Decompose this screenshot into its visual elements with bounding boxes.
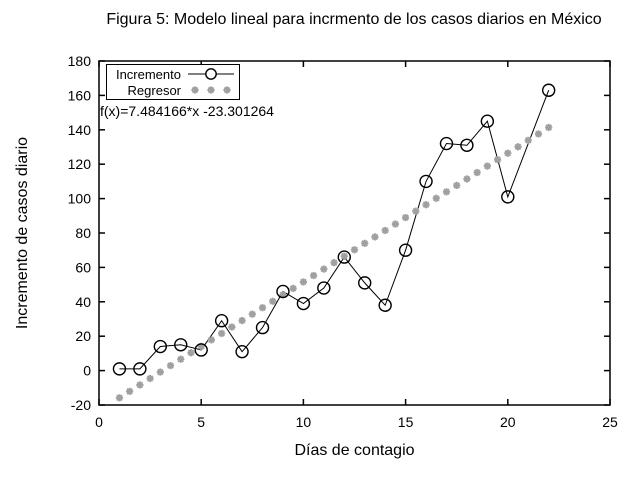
data-point-circle xyxy=(174,338,188,352)
y-tick-label: 80 xyxy=(75,225,91,241)
line-point-marker-icon xyxy=(188,68,234,80)
y-tick-label: 180 xyxy=(68,53,92,69)
legend-box: Incremento Regresor xyxy=(106,64,240,100)
incremento-points xyxy=(112,83,556,376)
data-point-circle xyxy=(541,83,556,97)
data-point-circle xyxy=(235,344,249,359)
y-tick-label: 100 xyxy=(68,191,92,207)
data-point-circle xyxy=(214,314,229,328)
x-axis-label: Días de contagio xyxy=(294,442,415,459)
y-tick-label: 20 xyxy=(75,328,91,344)
y-tick-label: 160 xyxy=(68,87,92,103)
chart-title: Figura 5: Modelo lineal para incrmento d… xyxy=(106,11,602,28)
data-point-circle xyxy=(194,343,208,357)
x-tick-label: 5 xyxy=(197,414,205,430)
data-point-circle xyxy=(480,114,495,128)
data-point-circle xyxy=(255,320,270,335)
data-point-circle xyxy=(296,296,311,311)
data-point-circle xyxy=(337,250,351,264)
data-point-circle xyxy=(419,174,433,189)
legend-item-incremento: Incremento xyxy=(107,66,239,82)
asterisk-marker-icon xyxy=(191,86,231,94)
y-tick-label: 0 xyxy=(83,363,91,379)
data-point-circle xyxy=(501,190,515,204)
legend-label-regresor: Regresor xyxy=(127,82,181,98)
y-tick-label: 40 xyxy=(75,294,91,310)
data-point-circle xyxy=(358,276,372,290)
y-axis-label: Incremento de casos diario xyxy=(14,136,31,330)
data-point-circle xyxy=(398,243,413,257)
y-tick-label: 60 xyxy=(75,259,91,275)
regresor-points xyxy=(115,123,553,402)
y-tick-label: -20 xyxy=(71,397,91,413)
data-point-circle xyxy=(153,339,168,354)
data-point-circle xyxy=(133,362,147,376)
regression-equation: f(x)=7.484166*x -23.301264 xyxy=(100,103,274,119)
x-tick-label: 25 xyxy=(602,414,618,430)
legend-label-incremento: Incremento xyxy=(115,66,181,82)
data-point-circle xyxy=(317,281,331,295)
y-tick-label: 140 xyxy=(68,122,92,138)
data-point-circle xyxy=(460,138,474,152)
incremento-line xyxy=(119,90,550,370)
data-point-circle xyxy=(112,362,127,376)
data-point-circle xyxy=(378,298,392,312)
x-tick-label: 15 xyxy=(398,414,414,430)
data-point-circle xyxy=(439,136,454,151)
legend-item-regresor: Regresor xyxy=(107,82,239,98)
x-tick-label: 20 xyxy=(500,414,516,430)
data-point-circle xyxy=(276,284,290,299)
y-tick-label: 120 xyxy=(68,156,92,172)
x-tick-label: 10 xyxy=(296,414,312,430)
x-tick-label: 0 xyxy=(95,414,103,430)
